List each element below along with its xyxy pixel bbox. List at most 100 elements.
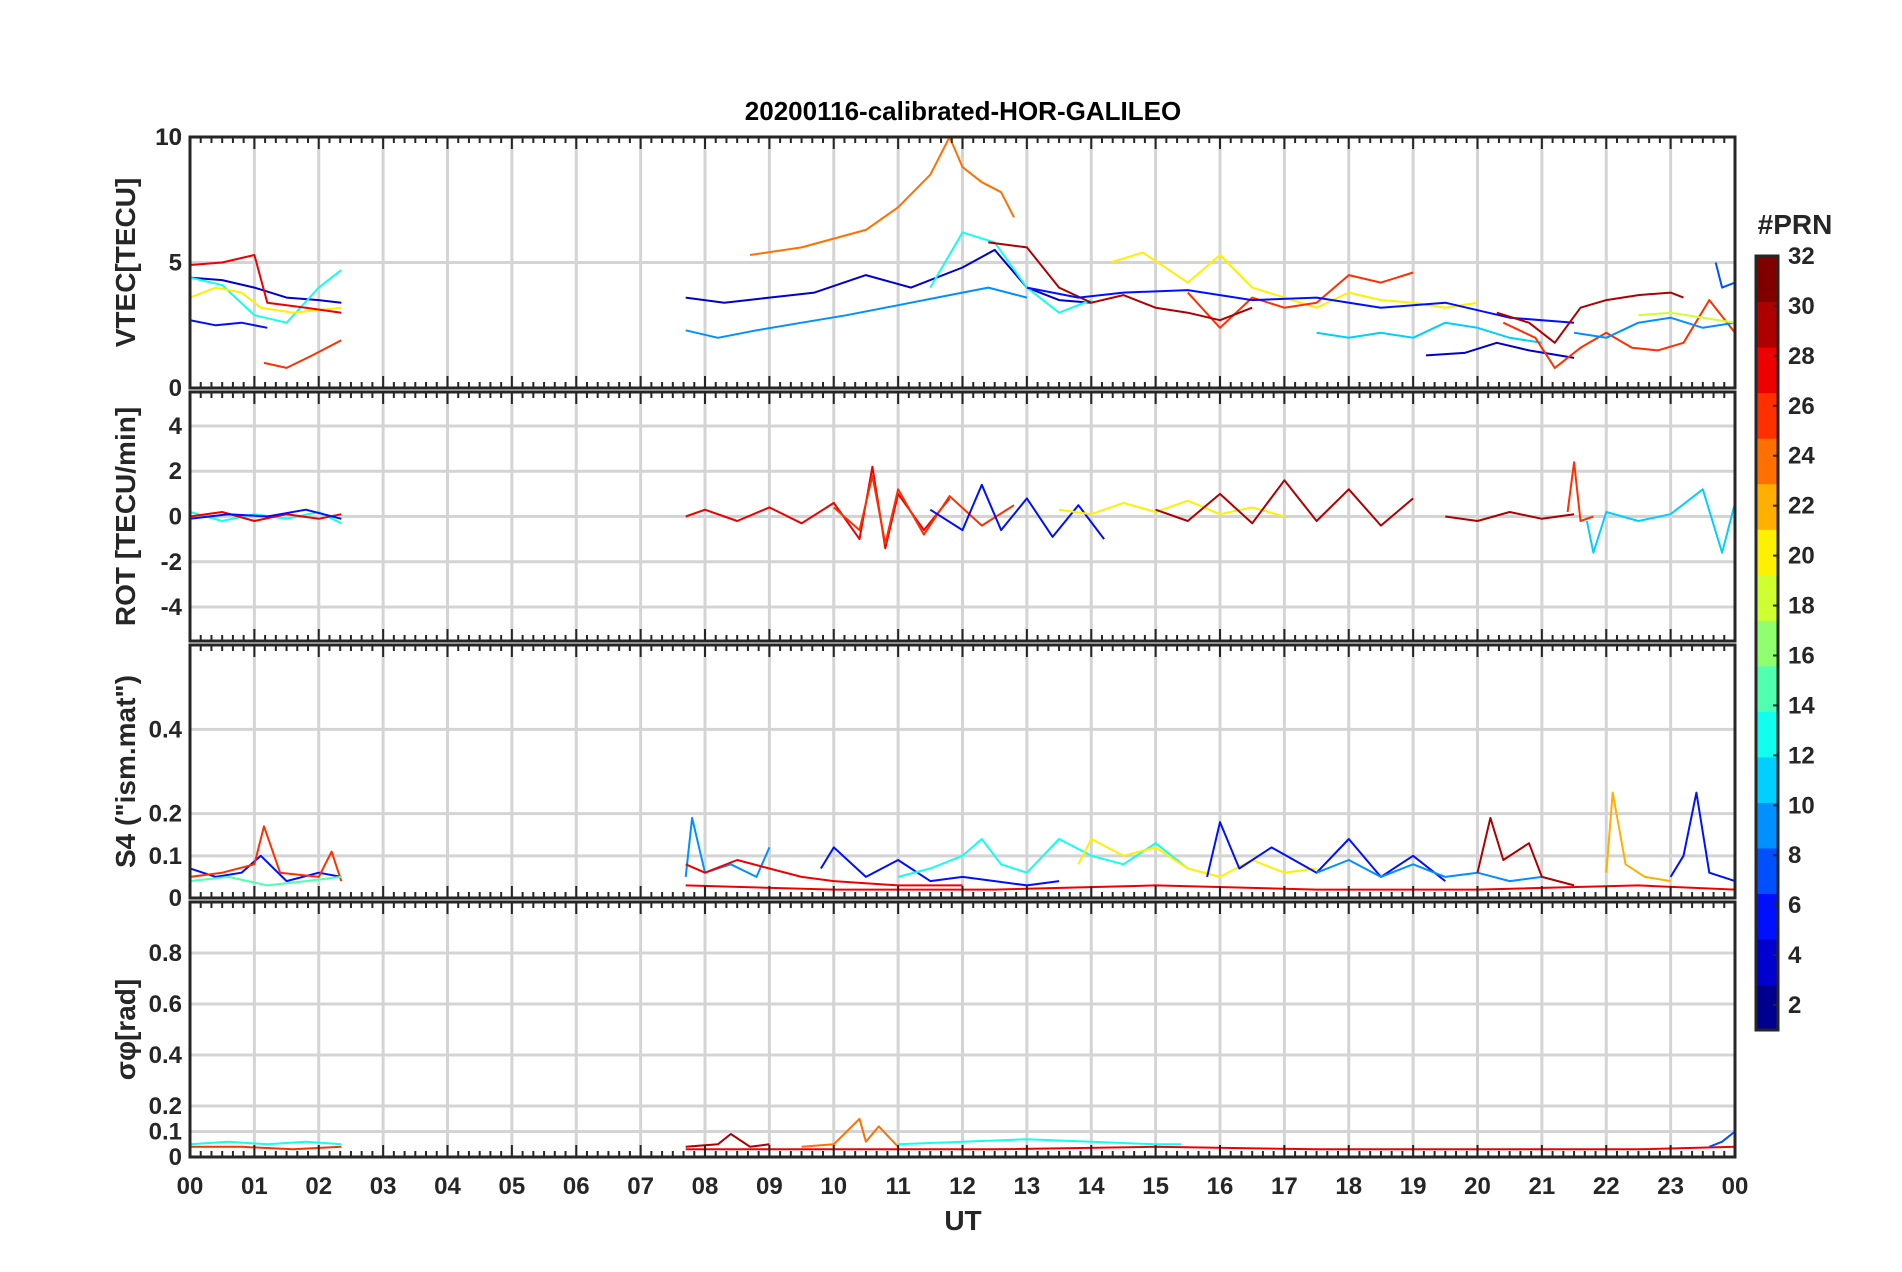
y-tick-label: -4 [161, 594, 183, 621]
series-line-prn-5 [820, 846, 1060, 887]
series-line-prn-4 [190, 854, 342, 883]
y-tick-label: 10 [155, 124, 182, 151]
colorbar-segment [1756, 756, 1778, 803]
x-tick-label: 21 [1529, 1173, 1556, 1200]
colorbar-tick-label: 10 [1788, 792, 1815, 819]
x-tick-label: 15 [1142, 1173, 1169, 1200]
colorbar-segment [1756, 574, 1778, 621]
series-line-prn-26 [833, 474, 1015, 545]
colorbar-segment [1756, 483, 1778, 530]
series-line-prn-30 [1496, 291, 1684, 344]
series-line-prn-29 [685, 859, 963, 887]
series-line-prn-4 [1206, 821, 1446, 882]
x-tick-label: 04 [434, 1173, 461, 1200]
series-line-prn-6 [1714, 262, 1735, 289]
colorbar-segment [1756, 938, 1778, 986]
x-tick-label: 00 [177, 1173, 204, 1200]
series-line-prn-5 [190, 319, 268, 329]
x-tick-label: 14 [1078, 1173, 1105, 1200]
series-line-prn-27 [190, 825, 343, 882]
series-line-prn-18 [1638, 311, 1735, 324]
colorbar-segment [1756, 847, 1778, 895]
series-line-prn-8 [1316, 859, 1543, 883]
y-tick-label: 4 [169, 413, 183, 440]
series-line-prn-9 [1573, 316, 1735, 339]
panel-2: -4 -2 0 2 4 ROT [TECU/min] [110, 390, 1737, 643]
x-tick-label: 01 [241, 1173, 268, 1200]
series-line-prn-10 [1585, 488, 1735, 554]
colorbar-segment [1756, 438, 1778, 485]
y-tick-label: 0.1 [149, 1119, 182, 1146]
y-tick-label: 0.4 [149, 1042, 183, 1069]
series-line-prn-13 [898, 1138, 1182, 1146]
x-tick-label: 00 [1722, 1173, 1749, 1200]
colorbar-tick-label: 22 [1788, 493, 1815, 520]
series-line-prn-14 [190, 875, 342, 887]
series-line-prn-30 [685, 1133, 770, 1148]
colorbar-tick-label: 20 [1788, 543, 1815, 570]
series-line-prn-3 [685, 248, 1092, 304]
series-line-prn-23 [1605, 791, 1671, 883]
y-axis-label: S4 ("ism.mat") [110, 675, 141, 868]
y-tick-label: -2 [161, 549, 182, 576]
panel-4: 00.10.2 0.4 0.6 0.8 σφ[rad] [110, 900, 1737, 1171]
y-tick-label: 0.4 [149, 716, 183, 743]
y-tick-label: 0.8 [149, 940, 182, 967]
series-line-prn-20 [1058, 499, 1285, 518]
y-tick-label: 5 [169, 250, 182, 277]
y-tick-label: 0.1 [149, 843, 182, 870]
x-tick-label: 17 [1271, 1173, 1298, 1200]
x-tick-label: 12 [949, 1173, 976, 1200]
x-tick-label: 03 [370, 1173, 397, 1200]
x-tick-label: 19 [1400, 1173, 1427, 1200]
chart-title: 20200116-calibrated-HOR-GALILEO [745, 96, 1181, 126]
x-tick-label: 18 [1335, 1173, 1362, 1200]
series-line-prn-29 [190, 254, 342, 314]
series-line-prn-4 [1026, 286, 1575, 324]
y-tick-label: 2 [169, 458, 182, 485]
colorbar-tick-label: 24 [1788, 443, 1815, 470]
series-line-prn-29 [190, 511, 342, 522]
y-axis-label: σφ[rad] [110, 979, 141, 1080]
y-tick-label: 0 [169, 1144, 182, 1171]
colorbar-segment [1756, 893, 1778, 940]
colorbar-segment [1756, 802, 1778, 849]
series-group [190, 791, 1735, 891]
x-tick-label: 08 [692, 1173, 719, 1200]
colorbar-segment [1756, 347, 1778, 394]
x-tick-label: 16 [1207, 1173, 1234, 1200]
series-line-prn-29 [685, 465, 951, 550]
series-line-prn-27 [190, 1145, 342, 1151]
x-tick-label: 06 [563, 1173, 590, 1200]
x-tick-label: 13 [1014, 1173, 1041, 1200]
colorbar-tick-label: 30 [1788, 293, 1815, 320]
x-tick-label: 07 [627, 1173, 654, 1200]
x-tick-label: 09 [756, 1173, 783, 1200]
x-axis-label: UT [944, 1205, 981, 1236]
series-line-prn-30 [1155, 479, 1414, 527]
y-tick-label: 0.6 [149, 991, 182, 1018]
series-line-prn-26 [1566, 461, 1594, 522]
series-line-prn-8 [685, 286, 1028, 339]
x-tick-label: 20 [1464, 1173, 1491, 1200]
series-line-prn-12 [190, 1140, 342, 1146]
series-line-prn-12 [190, 269, 342, 324]
series-line-prn-2 [1425, 341, 1575, 359]
series-line-prn-21 [1110, 251, 1478, 309]
series-line-prn-28 [685, 1145, 1735, 1151]
series-line-prn-25 [801, 1117, 899, 1148]
colorbar-tick-label: 12 [1788, 742, 1815, 769]
y-tick-label: 0 [169, 504, 182, 531]
series-line-prn-4 [929, 483, 1105, 540]
series-line-prn-31 [988, 241, 1253, 322]
colorbar-tick-label: 28 [1788, 343, 1815, 370]
x-tick-label: 10 [820, 1173, 847, 1200]
colorbar-tick-label: 4 [1788, 942, 1802, 969]
panel-3: 0 0.1 0.2 0.4 S4 ("ism.mat") [110, 643, 1737, 912]
y-axis-label: VTEC[TECU] [110, 178, 141, 348]
colorbar-frame [1754, 254, 1780, 1032]
series-line-prn-9 [684, 816, 771, 878]
series-line-prn-26 [263, 339, 342, 369]
y-tick-label: 0.2 [149, 801, 182, 828]
